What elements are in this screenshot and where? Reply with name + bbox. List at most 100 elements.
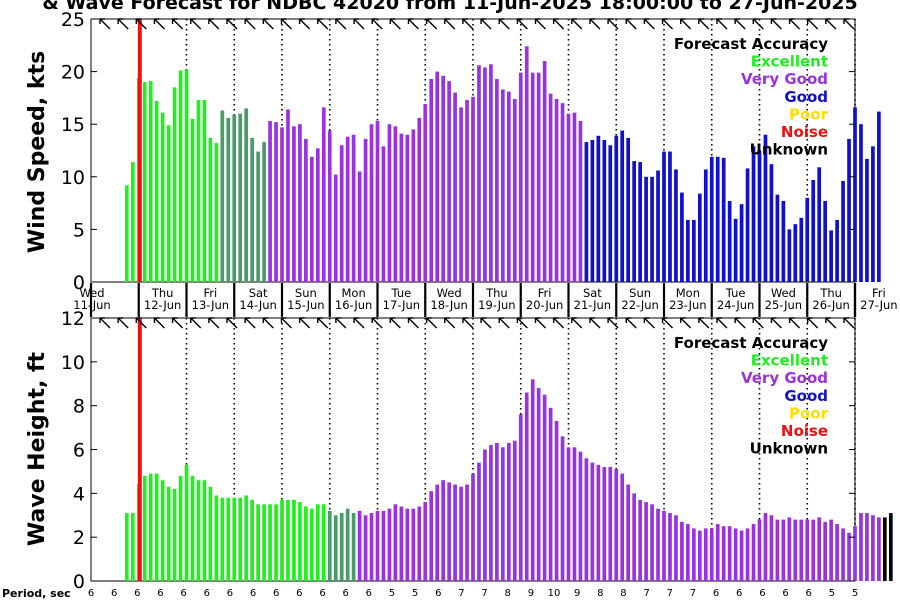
wave-wind-arrow bbox=[516, 317, 528, 329]
wave-wind-arrow bbox=[534, 317, 547, 329]
wind-bar bbox=[315, 148, 320, 282]
wind-bar bbox=[518, 72, 523, 282]
wave-bar bbox=[166, 486, 171, 581]
wind-bar bbox=[369, 124, 374, 282]
wind-wind-arrow bbox=[117, 18, 129, 30]
wave-bar bbox=[274, 504, 278, 581]
period-value: 10 bbox=[548, 588, 561, 599]
wind-bar bbox=[590, 139, 595, 282]
period-value: 6 bbox=[204, 588, 210, 599]
period-value: 6 bbox=[273, 588, 279, 599]
wind-bar bbox=[292, 126, 296, 282]
wind-bar bbox=[763, 134, 768, 282]
wind-bar bbox=[853, 107, 857, 282]
wind-bar bbox=[483, 67, 487, 282]
wind-bar bbox=[262, 142, 266, 282]
wind-wind-arrow bbox=[770, 18, 782, 30]
wave-bar bbox=[226, 497, 231, 581]
wind-bar bbox=[560, 103, 565, 282]
wave-wind-arrow bbox=[607, 317, 619, 329]
wave-bar bbox=[727, 526, 732, 581]
period-value: 7 bbox=[690, 588, 696, 599]
wave-bar bbox=[333, 515, 338, 581]
day-of-week-label: Tue bbox=[725, 286, 746, 300]
wave-y-tick-label: 0 bbox=[73, 571, 85, 593]
wind-bar bbox=[548, 93, 553, 282]
wave-height-axis-label: Wave Height, ft bbox=[25, 351, 50, 546]
wave-bar bbox=[465, 484, 469, 581]
day-of-week-label: Fri bbox=[872, 286, 886, 300]
wind-wind-arrow bbox=[716, 18, 728, 30]
wind-bar bbox=[172, 87, 177, 282]
wind-bar bbox=[250, 137, 255, 282]
wind-bar bbox=[268, 121, 272, 282]
wind-wind-arrow bbox=[679, 18, 692, 30]
wave-bar bbox=[375, 510, 380, 581]
day-of-week-label: Wed bbox=[437, 286, 462, 300]
wave-wind-arrow bbox=[589, 317, 601, 329]
day-of-week-label: Wed bbox=[79, 286, 104, 300]
wave-bar bbox=[172, 488, 177, 581]
wave-wind-arrow bbox=[625, 317, 637, 329]
wave-bar bbox=[542, 394, 547, 581]
wave-bar bbox=[638, 499, 642, 581]
wind-bar bbox=[298, 124, 302, 282]
day-date-label: 16-Jun bbox=[335, 298, 372, 312]
wave-wind-arrow bbox=[571, 317, 583, 329]
wave-bar bbox=[757, 519, 762, 581]
wind-bar bbox=[662, 151, 666, 282]
wind-bar bbox=[381, 146, 386, 282]
wave-wind-arrow bbox=[425, 317, 438, 329]
wind-bar bbox=[727, 200, 732, 282]
wind-bar bbox=[208, 137, 213, 282]
wave-bar bbox=[304, 506, 308, 581]
wave-bar bbox=[447, 482, 451, 581]
wind-bar bbox=[184, 69, 189, 282]
wave-wind-arrow bbox=[498, 317, 510, 329]
wind-wind-arrow bbox=[407, 18, 419, 30]
wind-bar bbox=[697, 193, 702, 282]
day-label-strip: Wed11-JunThu12-JunFri13-JunSat14-JunSun1… bbox=[73, 283, 898, 317]
wind-bar bbox=[596, 135, 601, 282]
wave-bar bbox=[888, 513, 893, 581]
wave-bar bbox=[703, 528, 708, 581]
day-date-label: 18-Jun bbox=[430, 298, 467, 312]
wave-bar bbox=[751, 524, 756, 581]
period-axis-label: Period, sec bbox=[2, 587, 71, 600]
wave-bar bbox=[536, 388, 541, 581]
wind-wind-arrow bbox=[208, 18, 220, 30]
wind-legend-item: Noise bbox=[781, 123, 828, 141]
wave-bar bbox=[656, 508, 660, 581]
wave-bar bbox=[357, 510, 362, 581]
wave-bar bbox=[178, 475, 183, 581]
period-value: 6 bbox=[736, 588, 742, 599]
wind-wind-arrow bbox=[244, 18, 256, 30]
day-date-label: 11-Jun bbox=[73, 298, 110, 312]
wave-wind-arrow bbox=[135, 317, 147, 329]
period-value: 6 bbox=[88, 588, 94, 599]
wind-y-tick-label: 20 bbox=[61, 62, 85, 84]
wave-bar bbox=[471, 473, 475, 581]
period-value: 5 bbox=[412, 588, 418, 599]
wave-wind-arrow bbox=[317, 317, 329, 329]
period-value: 8 bbox=[505, 588, 511, 599]
wind-bar bbox=[471, 96, 475, 283]
wave-wind-arrow bbox=[262, 317, 274, 329]
wind-wind-arrow bbox=[99, 18, 111, 30]
wind-y-tick-label: 0 bbox=[73, 272, 85, 294]
wind-legend-item: Poor bbox=[789, 105, 829, 123]
wind-bar bbox=[405, 134, 410, 282]
period-value: 8 bbox=[620, 588, 626, 599]
wave-bar bbox=[518, 414, 523, 581]
day-date-label: 25-Jun bbox=[765, 298, 802, 312]
wind-y-tick-label: 15 bbox=[61, 114, 85, 136]
wind-bar bbox=[220, 110, 225, 282]
period-value: 7 bbox=[643, 588, 649, 599]
wave-wind-arrow bbox=[679, 317, 692, 329]
wave-legend-item: Good bbox=[784, 387, 828, 405]
wind-wind-arrow bbox=[825, 18, 837, 30]
wind-bar bbox=[256, 151, 260, 282]
wind-bar bbox=[232, 114, 237, 283]
wave-bar bbox=[823, 521, 828, 581]
